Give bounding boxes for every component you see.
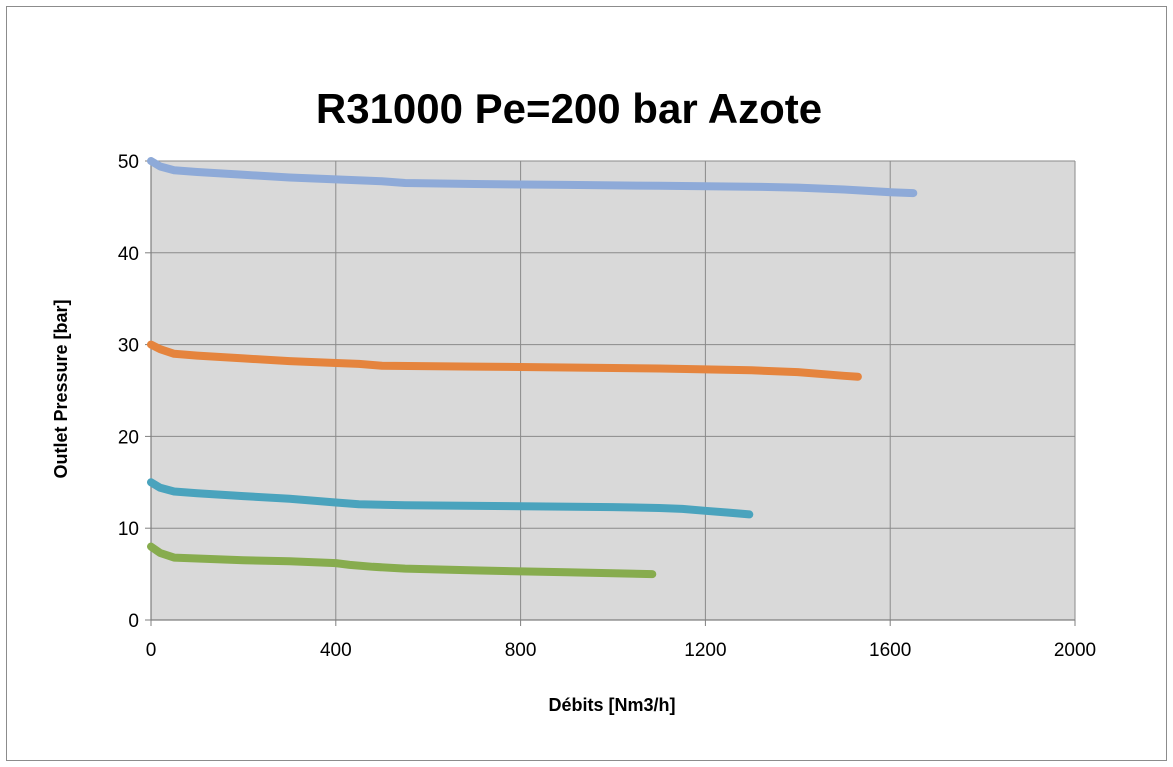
series-line-1: [147, 157, 918, 198]
x-tick-label: 0: [146, 640, 157, 661]
series-line-3: [147, 478, 754, 519]
plot-area: 0 10 20 30 40 50 0 400 800 1200 1600 2000: [118, 152, 1096, 661]
y-tick-label: 20: [118, 427, 139, 448]
chart-svg: R31000 Pe=200 bar Azote 0 10 20 30 40 50 0 400 8…: [51, 85, 1096, 715]
x-tick-label: 2000: [1054, 640, 1096, 661]
y-tick-label: 30: [118, 336, 139, 357]
x-axis-label: Débits [Nm3/h]: [548, 695, 675, 715]
y-tick-label: 50: [118, 152, 139, 173]
series-line-4: [147, 542, 657, 579]
x-tick-label: 1600: [869, 640, 911, 661]
plot-background: [151, 161, 1075, 620]
chart-title: R31000 Pe=200 bar Azote: [316, 85, 822, 132]
y-tick-label: 10: [118, 519, 139, 540]
chart-frame: R31000 Pe=200 bar Azote 0 10 20 30 40 50 0 400 8…: [6, 6, 1167, 761]
y-axis-label: Outlet Pressure [bar]: [51, 299, 71, 478]
series-line-2: [147, 340, 862, 381]
y-tick-label: 0: [128, 611, 139, 632]
y-tick-label: 40: [118, 244, 139, 265]
x-tick-label: 800: [505, 640, 537, 661]
x-tick-label: 400: [320, 640, 352, 661]
x-tick-label: 1200: [684, 640, 726, 661]
